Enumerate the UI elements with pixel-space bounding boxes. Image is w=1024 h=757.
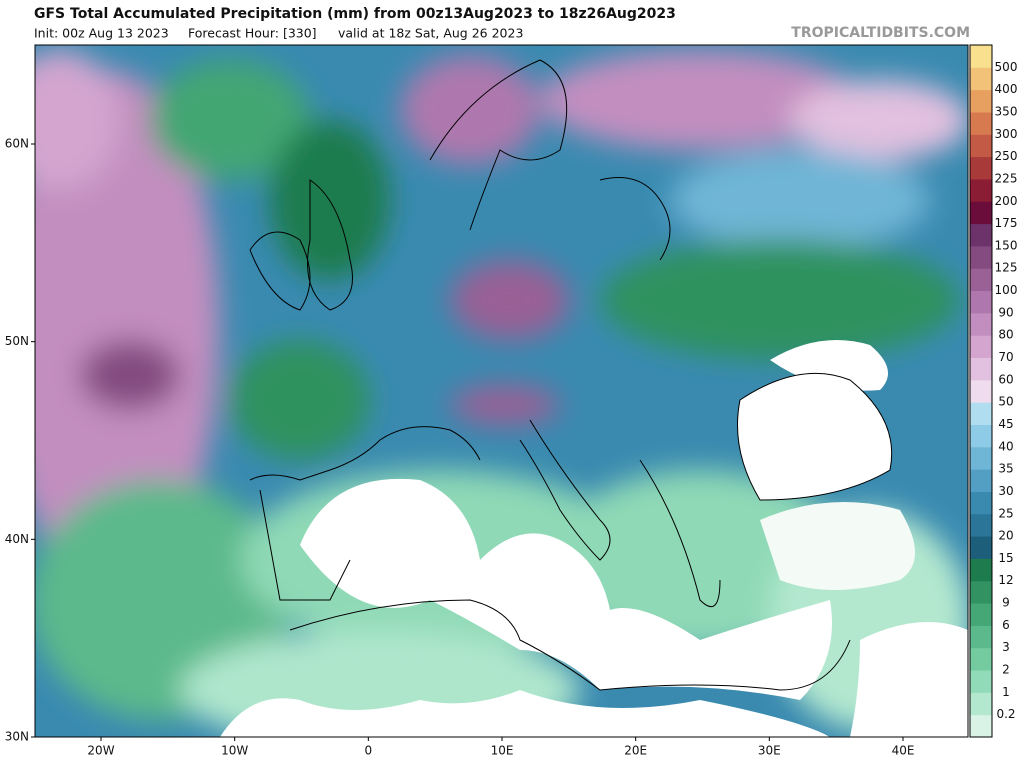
coastlines [249,59,893,691]
colorbar-label: 350 [995,104,1018,118]
lon-label: 40E [892,744,915,757]
colorbar-cell [970,223,992,247]
colorbar-label: 60 [998,372,1013,386]
colorbar-label: 250 [995,149,1018,163]
colorbar-cell [970,178,992,202]
colorbar-cell [970,402,992,425]
colorbar-cell [970,424,992,448]
colorbar-cell [970,670,992,693]
lon-label: 10E [491,744,514,757]
watermark: TROPICALTIDBITS.COM [791,25,970,41]
lon-label: 20E [624,744,647,757]
colorbar-cell [970,714,992,738]
lat-label: 40N [5,532,29,546]
lon-label: 20W [87,744,114,757]
colorbar-label: 20 [998,529,1013,543]
lon-label: 0 [365,744,373,757]
colorbar-label: 9 [1002,596,1010,610]
colorbar-cell [970,357,992,381]
colorbar-cell [970,335,992,359]
colorbar-label: 6 [1002,618,1010,632]
forecast-hour: Forecast Hour: [330] [188,26,317,41]
colorbar-cell [970,45,992,68]
colorbar-label: 150 [995,238,1018,252]
colorbar-label: 45 [998,417,1013,431]
colorbar-cell [970,111,992,135]
colorbar-label: 200 [995,194,1018,208]
colorbar-label: 15 [998,551,1013,565]
colorbar-cell [970,558,992,582]
colorbar-label: 30 [998,484,1013,498]
colorbar: 0.21236912152025303540455060708090100125… [969,44,1018,738]
valid-time: valid at 18z Sat, Aug 26 2023 [338,26,523,41]
colorbar-cell [970,312,992,336]
colorbar-label: 50 [998,395,1013,409]
colorbar-label: 80 [998,328,1013,342]
title: GFS Total Accumulated Precipitation (mm)… [34,6,676,22]
colorbar-cell [970,603,992,626]
colorbar-cell [970,513,992,537]
colorbar-cell [970,245,992,269]
lat-label: 30N [5,730,29,744]
lon-label: 10W [221,744,248,757]
colorbar-label: 175 [995,216,1018,230]
colorbar-label: 70 [998,350,1013,364]
colorbar-cell [970,491,992,515]
lat-label: 60N [5,137,29,151]
colorbar-label: 35 [998,462,1013,476]
colorbar-label: 225 [995,171,1018,185]
colorbar-label: 3 [1002,640,1010,654]
colorbar-label: 90 [998,305,1013,319]
colorbar-label: 1 [1002,685,1010,699]
colorbar-label: 12 [998,573,1013,587]
colorbar-label: 25 [998,506,1013,520]
colorbar-cell [970,89,992,113]
colorbar-cell [970,268,992,292]
lat-label: 50N [5,334,29,348]
colorbar-cell [970,536,992,559]
colorbar-cell [970,156,992,180]
colorbar-cell [970,692,992,716]
colorbar-label: 100 [995,283,1018,297]
colorbar-cell [970,647,992,671]
colorbar-cell [970,469,992,492]
precip-map [35,45,968,737]
colorbar-cell [970,580,992,604]
colorbar-cell [970,446,992,470]
colorbar-label: 125 [995,261,1018,275]
colorbar-label: 400 [995,82,1018,96]
colorbar-label: 500 [995,60,1018,74]
colorbar-cell [970,67,992,91]
lon-label: 30E [758,744,781,757]
colorbar-label: 40 [998,439,1013,453]
colorbar-label: 0.2 [996,707,1015,721]
colorbar-frame [969,44,993,738]
colorbar-cell [970,290,992,314]
colorbar-cell [970,201,992,225]
colorbar-cell [970,625,992,649]
colorbar-cell [970,379,992,403]
colorbar-label: 300 [995,127,1018,141]
colorbar-label: 2 [1002,663,1010,677]
colorbar-cell [970,134,992,158]
init-time: Init: 00z Aug 13 2023 [34,26,169,41]
